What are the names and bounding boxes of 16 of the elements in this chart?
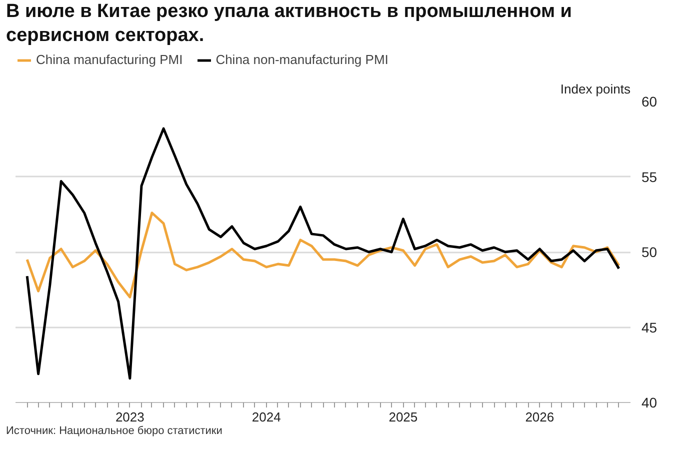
y-tick-label: 40 bbox=[642, 394, 658, 410]
x-tick-label: 2025 bbox=[388, 409, 418, 424]
text: Источник: Национальное бюро статистики bbox=[6, 424, 222, 438]
legend-label: China non-manufacturing PMI bbox=[216, 52, 388, 67]
x-tick-label: 2026 bbox=[525, 409, 554, 424]
y-tick-label: 50 bbox=[642, 244, 658, 260]
x-tick-label: 2023 bbox=[115, 409, 144, 424]
x-tick-label: 2024 bbox=[252, 409, 281, 424]
line-series bbox=[26, 211, 620, 298]
y-tick-label: 45 bbox=[642, 318, 658, 335]
line-series bbox=[26, 126, 620, 380]
y-tick-label: 60 bbox=[642, 93, 658, 109]
y-tick-label: 55 bbox=[642, 168, 658, 184]
y-axis-title: Index points bbox=[560, 81, 631, 96]
legend-label: China manufacturing PMI bbox=[36, 52, 183, 67]
chart-title: В июле в Китае резко упала активность в промышленном и сервисном секторах. bbox=[6, 0, 573, 48]
